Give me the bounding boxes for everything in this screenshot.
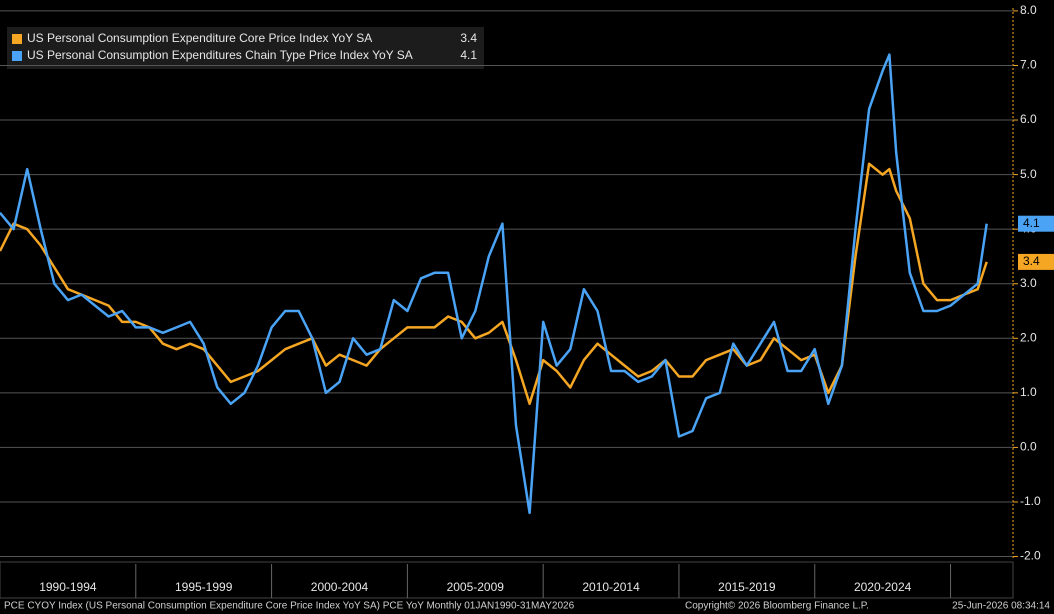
x-tick-label: 1995-1999 bbox=[175, 580, 233, 594]
last-value-badge bbox=[1018, 215, 1054, 232]
legend-label: US Personal Consumption Expenditure Core… bbox=[27, 31, 372, 45]
x-tick-label: 2005-2009 bbox=[447, 580, 505, 594]
y-tick-label: -2.0 bbox=[1020, 549, 1041, 563]
y-tick-label: 8.0 bbox=[1020, 3, 1037, 17]
legend-value: 3.4 bbox=[460, 31, 477, 45]
legend-swatch bbox=[12, 34, 22, 44]
x-tick-label: 2000-2004 bbox=[311, 580, 369, 594]
last-value-label: 4.1 bbox=[1023, 216, 1040, 230]
y-tick-label: 7.0 bbox=[1020, 58, 1037, 72]
x-tick-label: 2010-2014 bbox=[582, 580, 640, 594]
x-tick-label: 1990-1994 bbox=[39, 580, 97, 594]
y-tick-label: 6.0 bbox=[1020, 112, 1037, 126]
footer-timestamp: 25-Jun-2026 08:34:14 bbox=[952, 601, 1050, 612]
x-tick-label: 2020-2024 bbox=[854, 580, 912, 594]
series-line bbox=[0, 53, 988, 515]
last-value-label: 3.4 bbox=[1023, 254, 1040, 268]
legend-label: US Personal Consumption Expenditures Cha… bbox=[27, 48, 413, 62]
x-tick-label: 2015-2019 bbox=[718, 580, 776, 594]
y-tick-label: 5.0 bbox=[1020, 167, 1037, 181]
legend-value: 4.1 bbox=[460, 48, 477, 62]
y-tick-label: 2.0 bbox=[1020, 330, 1037, 344]
y-tick-label: 3.0 bbox=[1020, 276, 1037, 290]
y-tick-label: 0.0 bbox=[1020, 440, 1037, 454]
footer-source: PCE CYOY Index (US Personal Consumption … bbox=[4, 601, 575, 612]
last-value-badge bbox=[1018, 253, 1054, 270]
y-tick-label: 1.0 bbox=[1020, 385, 1037, 399]
footer-copyright: Copyright© 2026 Bloomberg Finance L.P. bbox=[685, 601, 869, 612]
x-axis-band bbox=[0, 561, 1014, 599]
legend-box bbox=[7, 27, 484, 69]
legend-swatch bbox=[12, 51, 22, 61]
y-tick-label: -1.0 bbox=[1020, 494, 1041, 508]
